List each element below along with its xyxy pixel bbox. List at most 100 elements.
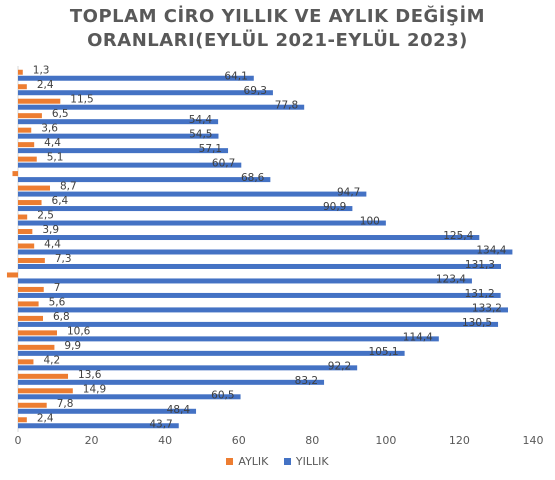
legend-swatch-yillik: [283, 458, 291, 465]
data-label-aylik: 5,6: [49, 296, 66, 308]
data-label-aylik: 3,6: [41, 123, 58, 135]
data-label-aylik: 13,6: [78, 369, 102, 381]
bar-aylik: [18, 113, 42, 119]
bar-yillik: [18, 235, 480, 241]
data-label-aylik: 5,1: [47, 152, 64, 164]
chart-title-line-2: ORANLARI(EYLÜL 2021-EYLÜL 2023): [87, 30, 468, 51]
x-tick-label: 40: [158, 434, 172, 447]
bar-yillik: [18, 133, 219, 139]
bar-yillik: [18, 75, 254, 81]
data-label-yillik: 90,9: [323, 201, 346, 213]
bar-yillik: [18, 119, 219, 125]
bar-aylik: [18, 388, 73, 394]
data-label-aylik: 6,8: [53, 311, 70, 323]
bar-aylik: [18, 359, 34, 365]
data-label-aylik: 7,8: [57, 398, 74, 410]
data-label-aylik: 7,3: [55, 253, 72, 265]
bar-yillik: [18, 321, 499, 327]
chart-title-line-1: TOPLAM CİRO YILLIK VE AYLIK DEĞİŞİM: [69, 6, 486, 27]
data-label-yillik: 125,4: [443, 230, 473, 242]
bar-aylik: [18, 286, 44, 292]
data-label-yillik: 100: [360, 216, 380, 228]
bar-yillik: [18, 206, 353, 212]
data-label-yillik: 133,2: [472, 302, 502, 314]
data-label-aylik: 6,4: [52, 195, 69, 207]
bar-aylik: [18, 98, 61, 104]
x-tick-label: 60: [232, 434, 246, 447]
bar-yillik: [18, 365, 358, 371]
legend-item-yillik: YILLIK: [283, 455, 329, 468]
bar-yillik: [18, 162, 242, 168]
bar-yillik: [18, 191, 367, 197]
data-label-yillik: 48,4: [167, 404, 191, 416]
bar-yillik: [18, 379, 325, 385]
data-label-yillik: 105,1: [369, 346, 399, 358]
data-label-aylik: 2,4: [37, 412, 54, 424]
bar-yillik: [18, 394, 241, 400]
bar-yillik: [18, 177, 271, 183]
bar-yillik: [18, 350, 405, 356]
bar-aylik: [18, 200, 42, 206]
bar-yillik: [18, 423, 179, 429]
x-tick-label: 140: [523, 434, 544, 447]
bar-aylik: [18, 69, 23, 75]
bar-aylik: [18, 257, 45, 263]
data-label-aylik: 6,5: [52, 108, 69, 120]
data-label-yillik: 57,1: [199, 143, 222, 155]
data-label-yillik: 131,2: [465, 288, 495, 300]
legend-label-yillik: YILLIK: [295, 455, 329, 468]
bar-yillik: [18, 307, 508, 313]
data-label-yillik: 130,5: [462, 317, 492, 329]
data-label-yillik: 68,6: [241, 172, 265, 184]
data-label-yillik: 114,4: [403, 331, 433, 343]
data-label-yillik: 60,7: [212, 158, 235, 170]
data-label-yillik: 94,7: [337, 187, 360, 199]
data-label-yillik: 64,1: [224, 71, 247, 83]
bar-aylik: [18, 142, 35, 148]
bar-aylik: [18, 185, 51, 191]
bar-yillik: [18, 220, 386, 226]
data-label-yillik: 43,7: [149, 418, 172, 430]
data-label-aylik: 4,2: [43, 354, 60, 366]
data-label-yillik: 92,2: [328, 360, 351, 372]
bar-yillik: [18, 104, 305, 110]
data-label-aylik: 7: [54, 282, 61, 294]
bar-yillik: [18, 90, 273, 96]
x-tick-label: 0: [15, 434, 22, 447]
bar-aylik: [6, 272, 18, 278]
data-label-aylik: 9,9: [64, 340, 81, 352]
data-label-aylik: 3,9: [42, 224, 59, 236]
data-label-aylik: 2,5: [37, 210, 54, 222]
data-label-yillik: 77,8: [275, 100, 298, 112]
bar-aylik: [18, 373, 69, 379]
bar-aylik: [18, 156, 37, 162]
data-label-yillik: 54,4: [189, 114, 213, 126]
data-label-yillik: 60,5: [211, 389, 234, 401]
bar-aylik: [18, 417, 27, 423]
x-tick-label: 80: [305, 434, 319, 447]
data-label-aylik: 10,6: [67, 325, 91, 337]
x-tick-label: 120: [449, 434, 470, 447]
bar-aylik: [18, 330, 57, 336]
bar-yillik: [18, 336, 439, 342]
bar-aylik: [18, 402, 47, 408]
bar-yillik: [18, 292, 501, 298]
bar-yillik: [18, 263, 501, 269]
data-label-aylik: 14,9: [83, 383, 106, 395]
data-label-aylik: 4,4: [44, 137, 61, 149]
data-label-yillik: 131,3: [465, 259, 495, 271]
x-tick-label: 100: [375, 434, 396, 447]
data-label-yillik: 123,4: [436, 273, 466, 285]
bar-yillik: [18, 408, 197, 414]
data-label-aylik: 4,4: [44, 239, 61, 251]
data-label-yillik: 83,2: [295, 375, 318, 387]
bar-aylik: [18, 229, 33, 235]
bar-yillik: [18, 249, 513, 255]
legend-label-aylik: AYLIK: [238, 455, 269, 468]
data-label-aylik: 2,4: [37, 79, 54, 91]
data-label-yillik: 69,3: [244, 85, 267, 97]
data-label-aylik: 11,5: [70, 94, 93, 106]
data-label-yillik: 54,5: [189, 129, 212, 141]
bar-aylik: [12, 171, 18, 177]
